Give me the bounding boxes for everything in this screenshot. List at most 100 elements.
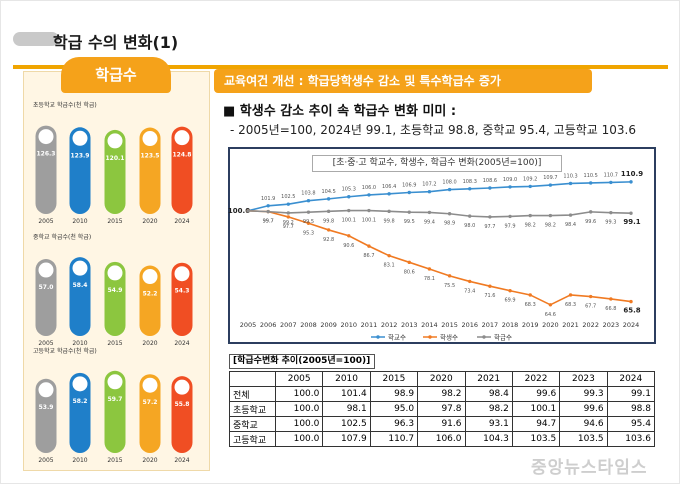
data-label: 108.3	[463, 179, 477, 185]
series-point	[528, 293, 532, 297]
bar-knob	[107, 374, 123, 390]
series-point	[427, 190, 432, 194]
x-tick-label: 2009	[320, 321, 337, 329]
x-tick-label: 2010	[341, 321, 358, 329]
data-label: 95.3	[303, 230, 314, 236]
bar-knob	[38, 262, 54, 278]
table-cell: 103.5	[559, 431, 608, 447]
series-point	[468, 214, 472, 218]
line-chart-frame	[228, 147, 656, 344]
series-line-0	[247, 181, 632, 212]
table-row-header: 전체	[229, 386, 276, 402]
bar-value-label: 58.2	[73, 398, 88, 405]
bar-category-label: 2024	[174, 218, 189, 225]
table-cell: 94.6	[559, 416, 608, 432]
table-cell: 2021	[464, 371, 513, 387]
data-label: 98.2	[525, 223, 536, 229]
data-label: 99.1	[623, 218, 640, 226]
series-point	[568, 181, 573, 186]
bar-knob	[142, 377, 158, 393]
bar-knob	[142, 269, 158, 285]
x-tick-label: 2014	[421, 321, 438, 329]
series-point	[568, 213, 573, 217]
series-point	[588, 210, 593, 214]
data-label: 99.5	[404, 219, 415, 225]
data-label: 97.9	[504, 223, 515, 229]
bar-value-label: 52.2	[143, 291, 158, 298]
series-point	[588, 294, 593, 299]
table-cell: 101.4	[322, 386, 371, 402]
series-point	[609, 297, 613, 301]
series-point	[488, 186, 492, 190]
data-label: 86.7	[363, 253, 374, 259]
watermark-text: 중앙뉴스타임스	[531, 458, 648, 478]
table-cell: 99.6	[559, 401, 608, 417]
bar-value-label: 54.9	[108, 287, 123, 294]
data-label: 68.3	[525, 302, 536, 308]
table-cell: 104.3	[464, 431, 513, 447]
x-tick-label: 2008	[300, 321, 317, 329]
bar	[35, 125, 57, 214]
bar-value-label: 59.7	[108, 396, 123, 403]
bar-chart-title: 고등학교 학급수(천 학급)	[33, 347, 97, 355]
bar-value-label: 120.1	[106, 155, 125, 162]
bar	[139, 127, 161, 214]
data-label: 69.9	[504, 298, 515, 304]
bar	[69, 372, 91, 453]
table-cell: 94.7	[511, 416, 561, 432]
series-point	[568, 293, 573, 297]
bullet-subtitle: - 2005년=100, 2024년 99.1, 초등학교 98.8, 중학교 …	[230, 123, 636, 137]
bar-value-label: 123.9	[71, 152, 90, 159]
data-label: 99.2	[283, 220, 294, 226]
table-cell: 98.2	[464, 401, 513, 417]
data-label: 99.4	[424, 219, 435, 225]
data-label: 102.5	[281, 194, 295, 200]
table-cell: 99.6	[511, 386, 561, 402]
bar-category-label: 2010	[72, 340, 87, 347]
table-header-row: 2005 2010 2015 2020 2021 2022 2023 2024	[229, 371, 656, 387]
x-tick-label: 2012	[381, 321, 398, 329]
series-point	[447, 212, 452, 216]
data-label: 110.5	[584, 173, 598, 179]
table-row-header: 고등학교	[229, 431, 276, 447]
data-label: 100.1	[342, 218, 356, 224]
data-label: 104.5	[321, 189, 335, 195]
table-cell: 98.8	[606, 401, 656, 417]
series-point	[508, 214, 512, 219]
data-label: 97.7	[484, 224, 495, 230]
bar	[171, 376, 193, 453]
series-point	[367, 244, 371, 248]
data-label: 106.4	[382, 184, 396, 190]
table-cell: 98.2	[417, 386, 466, 402]
table-cell: 102.5	[322, 416, 371, 432]
data-label: 71.6	[484, 293, 495, 299]
data-label: 100.1	[362, 218, 376, 224]
series-point	[528, 184, 532, 189]
table-cell: 2010	[322, 371, 371, 387]
series-point	[306, 199, 311, 203]
bar-value-label: 126.3	[37, 151, 56, 158]
table-cell: 2022	[511, 371, 561, 387]
bar	[104, 129, 126, 214]
bar-knob	[72, 376, 88, 392]
x-tick-label: 2021	[562, 321, 579, 329]
line-chart-title: [초·중·고 학교수, 학생수, 학급수 변화(2005년=100)]	[312, 155, 562, 172]
table-cell: 100.0	[274, 386, 324, 402]
data-label: 90.6	[343, 243, 354, 249]
bar-category-label: 2024	[174, 457, 189, 464]
series-point	[548, 183, 553, 187]
series-point	[588, 181, 593, 185]
data-label: 107.2	[422, 182, 436, 188]
data-label: 110.3	[563, 173, 577, 179]
data-label: 109.7	[543, 175, 557, 181]
bar	[35, 378, 57, 453]
table-cell: 103.6	[606, 431, 656, 447]
table-cell: 100.0	[274, 401, 324, 417]
x-tick-label: 2006	[260, 321, 277, 329]
title-decoration	[13, 32, 59, 46]
series-point	[286, 215, 291, 219]
data-label: 103.8	[301, 191, 315, 197]
data-label: 105.3	[342, 187, 356, 193]
x-tick-label: 2024	[623, 321, 640, 329]
series-point	[447, 187, 452, 192]
